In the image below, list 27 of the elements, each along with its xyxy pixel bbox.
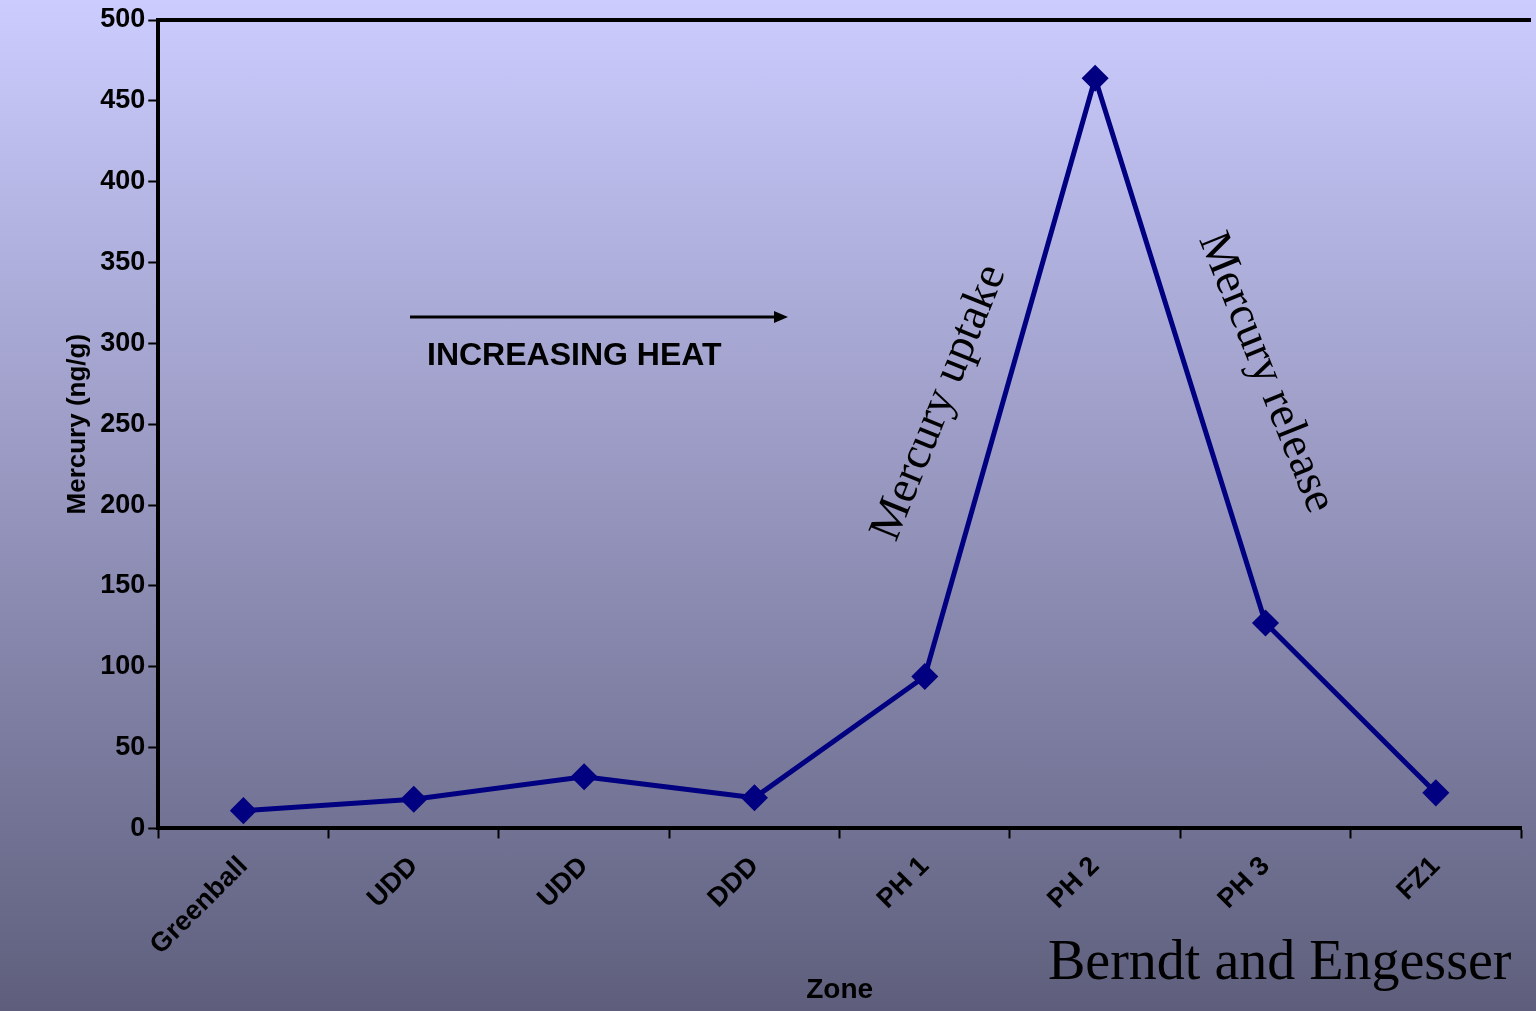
point <box>1082 65 1108 91</box>
y-tick-label: 250 <box>100 407 146 438</box>
y-axis-title: Mercury (ng/g) <box>60 333 91 515</box>
point <box>571 764 597 790</box>
y-tick-label: 500 <box>100 3 146 34</box>
y-tick-label: 450 <box>100 84 146 115</box>
y-tick-label: 400 <box>100 165 146 196</box>
y-tick-label: 200 <box>100 488 146 519</box>
point <box>230 798 256 824</box>
point <box>1423 780 1449 806</box>
x-tick-label: PH 1 <box>870 850 935 914</box>
y-tick-label: 300 <box>100 326 146 357</box>
y-tick-label: 150 <box>100 569 146 600</box>
point <box>1252 610 1278 636</box>
y-tick-label: 50 <box>115 731 146 762</box>
x-tick-label: PH 2 <box>1040 850 1105 914</box>
y-tick-label: 350 <box>100 245 146 276</box>
x-tick-label: PH 3 <box>1211 850 1275 914</box>
point <box>401 786 427 812</box>
point <box>741 785 767 811</box>
point <box>912 663 938 689</box>
annotation: INCREASING HEAT <box>427 336 722 373</box>
y-tick-label: 0 <box>130 811 146 842</box>
text: Berndt and Engesser <box>1048 928 1512 992</box>
x-tick-label: FZ1 <box>1390 850 1446 906</box>
y-tick-label: 100 <box>100 650 146 681</box>
x-axis-title: Zone <box>806 972 874 1004</box>
